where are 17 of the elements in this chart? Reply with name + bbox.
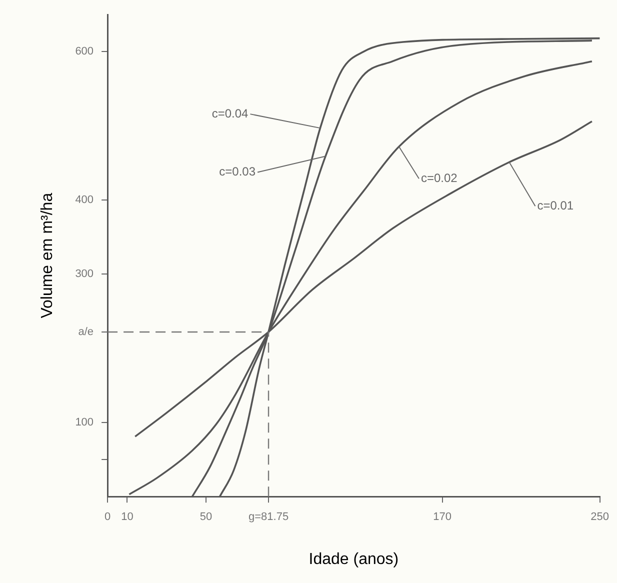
annotation: c=0.03 [219,164,256,179]
annotation: c=0.02 [420,170,458,185]
x-tick-label: 250 [590,511,610,524]
y-tick-label: 100 [75,416,94,428]
y-tick-label: a/e [78,326,94,338]
x-axis-title: Idade (anos) [308,550,399,568]
x-tick-label: 170 [433,511,452,524]
annotation: c=0.04 [212,106,249,120]
x-tick-label: 0 [104,511,111,524]
y-tick-label: 300 [75,268,94,280]
y-axis-title: Volume em m³/ha [39,192,56,318]
annotation: c=0.01 [537,198,574,212]
y-tick-label: 600 [75,46,94,58]
y-tick-label: 400 [75,194,94,206]
x-tick-label: 50 [200,511,212,524]
x-tick-label: 10 [121,511,134,524]
x-tick-label: g=81.75 [248,511,289,524]
